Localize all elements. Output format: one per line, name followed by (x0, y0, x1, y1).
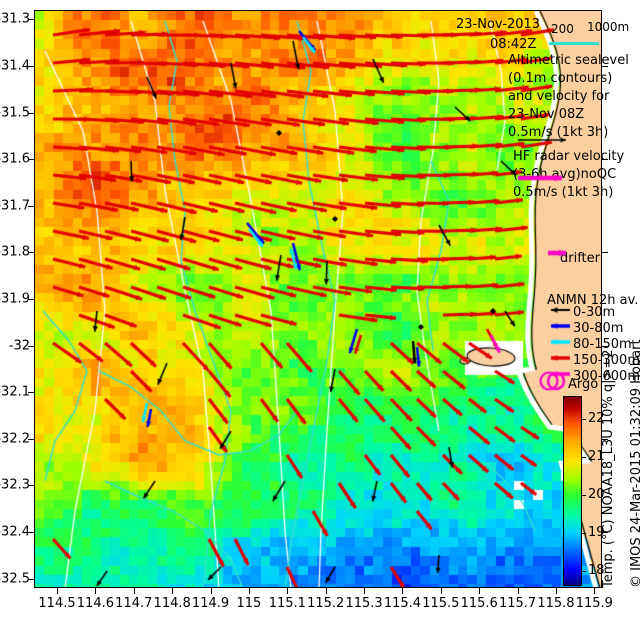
x-axis-tick (287, 588, 289, 594)
argo-legend-label: Argo (568, 377, 599, 392)
y-axis-tick (28, 345, 34, 347)
y-axis-tick-label: -32.3 (0, 477, 30, 493)
y-axis-tick (28, 578, 34, 580)
colorbar-tick (582, 494, 586, 496)
y-axis-tick-label: -31.8 (0, 244, 30, 260)
y-axis-tick-label: -31.4 (0, 58, 30, 74)
x-axis-tick-label: 114.9 (191, 596, 230, 611)
x-axis-tick-label: 115 (236, 596, 262, 611)
y-axis-tick-label: -32.5 (0, 571, 30, 587)
x-axis-tick-label: 114.7 (115, 596, 153, 611)
x-axis-tick (555, 588, 557, 594)
y-axis-tick-label: -32.2 (0, 431, 30, 447)
y-axis-tick-label: -31.7 (0, 198, 30, 214)
map-date-label: 23-Nov-2013 (456, 17, 541, 32)
x-axis-tick-label: 115.5 (422, 596, 460, 611)
hfradar-legend-line3: 0.5m/s (1kt 3h) (513, 185, 614, 200)
x-axis-tick (594, 588, 596, 594)
altimetry-legend-line1: Altimetric sealevel (508, 53, 629, 68)
hfradar-legend-line1: HF radar velocity (513, 149, 625, 164)
y-axis-tick-right (602, 65, 608, 67)
x-axis-tick (479, 588, 481, 594)
x-axis-tick (364, 588, 366, 594)
y-axis-tick (28, 252, 34, 254)
x-axis-tick-label: 115.4 (383, 596, 422, 611)
colorbar-tick-label: 18 (588, 562, 605, 578)
x-axis-tick-label: 115.8 (537, 596, 575, 611)
altimetry-legend-line5: 0.5m/s (1kt 3h) (508, 125, 609, 140)
x-axis-tick (517, 588, 519, 594)
colorbar-tick (582, 532, 586, 534)
y-axis-tick (28, 485, 34, 487)
y-axis-tick (28, 205, 34, 207)
x-axis-tick-label: 114.6 (76, 596, 114, 611)
bathymetry-1000m-label: 1000m (587, 20, 630, 34)
bathymetry-contour-swatch (549, 42, 599, 45)
colorbar-tick-label: 20 (588, 486, 605, 502)
x-axis-tick (402, 588, 404, 594)
y-axis-tick-label: -31.6 (0, 151, 30, 167)
x-axis-tick-label: 115.7 (498, 596, 537, 611)
altimetry-legend-line4: 23-Nov 08Z (508, 107, 585, 122)
y-axis-tick (28, 159, 34, 161)
anmn-depth-label-0: 0-30m (573, 305, 616, 320)
x-axis-tick-label: 115.3 (345, 596, 383, 611)
y-axis-tick-right (602, 159, 608, 161)
y-axis-tick (28, 299, 34, 300)
y-axis-tick (28, 438, 34, 440)
bathymetry-200-label: 200 (551, 22, 574, 36)
x-axis-tick (325, 588, 327, 594)
altimetry-legend-line3: and velocity for (508, 89, 610, 104)
colorbar-label: Temp. (°C) NOAA18_L3U 10% q|>=2 (601, 349, 616, 588)
temperature-colorbar (563, 396, 582, 586)
y-axis-tick (28, 532, 34, 534)
y-axis-tick-right (602, 252, 608, 254)
x-axis-tick (248, 588, 250, 594)
x-axis-tick-label: 115.9 (575, 596, 613, 611)
x-axis-tick-label: 115.2 (307, 596, 345, 611)
x-axis-tick (133, 588, 135, 594)
x-axis-tick (57, 588, 59, 594)
y-axis-tick-label: -31.9 (0, 291, 30, 307)
x-axis-tick (210, 588, 212, 594)
attribution-text: © IMOS 24-Mar-2015 01:32:09 Hobart (629, 339, 640, 588)
y-axis-tick (28, 65, 34, 67)
x-axis-tick-label: 114.5 (38, 596, 76, 611)
colorbar-tick (582, 456, 586, 458)
y-axis-tick-label: -32.1 (0, 384, 30, 400)
y-axis-tick-label: -31.3 (0, 11, 30, 27)
y-axis-tick-right (602, 532, 608, 534)
anmn-depth-label-1: 30-80m (573, 321, 624, 336)
colorbar-tick-label: 22 (588, 410, 605, 426)
x-axis-tick (95, 588, 97, 594)
y-axis-tick-label: -31.5 (0, 105, 30, 121)
colorbar-tick (582, 418, 586, 420)
x-axis-tick-label: 115.1 (268, 596, 306, 611)
x-axis-tick (440, 588, 442, 594)
x-axis-tick-label: 114.8 (153, 596, 191, 611)
y-axis-tick (28, 112, 34, 114)
x-axis-tick (172, 588, 174, 594)
colorbar-tick-label: 21 (588, 448, 605, 464)
y-axis-tick-right (602, 438, 608, 440)
colorbar-tick-label: 19 (588, 524, 605, 540)
y-axis-tick-label: -32.4 (0, 524, 30, 540)
altimetry-legend-line2: (0.1m contours) (508, 71, 613, 86)
y-axis-tick-label: -32 (8, 338, 30, 354)
x-axis-tick-label: 115.6 (460, 596, 498, 611)
y-axis-tick (28, 19, 34, 21)
drifter-legend-label: drifter (560, 251, 600, 266)
hfradar-legend-line2: (3-6h avg)noQC (513, 167, 617, 182)
y-axis-tick (28, 392, 34, 394)
map-time-label: 08:42Z (490, 37, 537, 52)
y-axis-tick-right (602, 345, 608, 347)
colorbar-tick (582, 570, 586, 572)
